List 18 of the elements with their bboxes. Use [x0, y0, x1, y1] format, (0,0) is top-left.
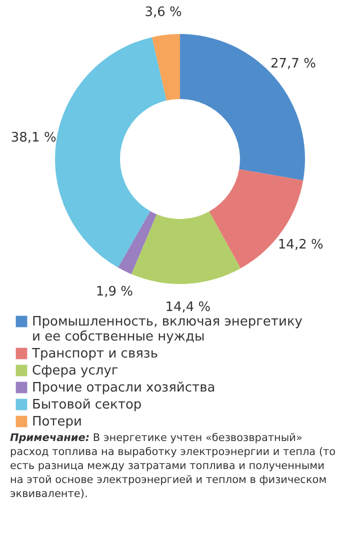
legend-label: Прочие отрасли хозяйства — [32, 380, 216, 396]
donut-slice — [180, 34, 305, 180]
data-label: 27,7 % — [270, 56, 316, 72]
donut-slice — [55, 37, 167, 268]
legend-label: Промышленность, включая энергетику и ее собственные нужды — [32, 314, 303, 344]
text: Примечание: В энергетике учтен «безвозвратный» расход топлива на выработку электроэнергии и тепла (то есть разница между затратами топлива и полученными на этой основе электроэнергией и теплом в физическом эквиваленте). — [10, 431, 337, 501]
legend-label: Транспорт и связь — [31, 346, 158, 362]
legend-label: Бытовой сектор — [32, 398, 142, 412]
legend-label: Сфера услуг — [32, 364, 118, 378]
donut-slice — [131, 211, 241, 284]
data-label: 14,4 % — [165, 300, 211, 315]
legend-label: Потери — [32, 414, 82, 430]
donut-slice — [152, 34, 180, 101]
data-label: 38,1 % — [10, 130, 56, 146]
donut-slice — [118, 211, 157, 274]
data-label: 1,9 % — [96, 284, 133, 300]
data-label: 14,2 % — [278, 238, 324, 253]
data-label: 3,6 % — [144, 4, 182, 20]
